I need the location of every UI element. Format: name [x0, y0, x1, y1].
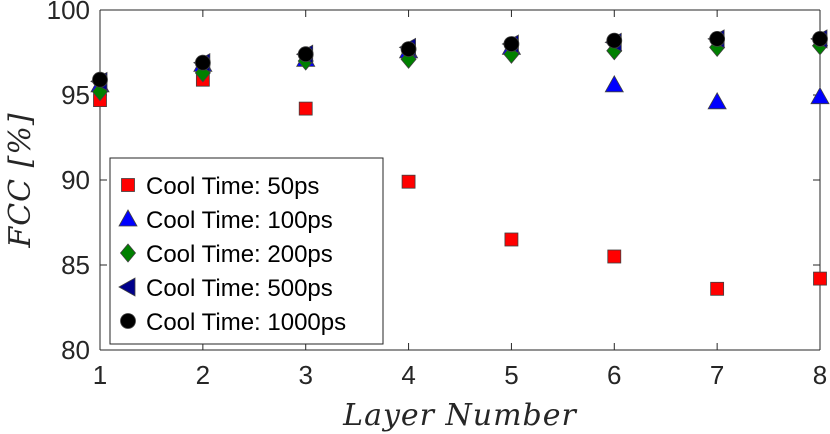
data-point	[194, 54, 211, 71]
plot-frame	[99, 9, 821, 351]
data-point	[92, 71, 108, 88]
x-tick-label: 1	[93, 360, 107, 390]
legend-label-1000ps: Cool Time: 1000ps	[146, 309, 346, 336]
legend-label-500ps: Cool Time: 500ps	[146, 275, 333, 302]
legend-label-100ps: Cool Time: 100ps	[146, 207, 333, 234]
data-point	[810, 86, 830, 105]
legend-label-200ps: Cool Time: 200ps	[146, 241, 333, 268]
legend-marker	[118, 209, 138, 227]
legend-box	[109, 157, 384, 345]
data-point	[298, 101, 313, 116]
data-point	[710, 281, 725, 296]
y-tick-label: 80	[61, 335, 90, 365]
data-point	[607, 249, 622, 264]
legend-marker	[119, 243, 137, 263]
y-tick-label: 85	[61, 250, 90, 280]
legend-label-50ps: Cool Time: 50ps	[146, 173, 319, 200]
x-tick-label: 5	[504, 360, 518, 390]
data-point	[813, 271, 827, 286]
x-tick-label: 2	[196, 360, 210, 390]
x-tick-label: 8	[813, 360, 827, 390]
y-axis-ticks: 80 85 90 95 100	[47, 0, 820, 365]
data-point	[812, 31, 828, 47]
data-point	[707, 91, 727, 110]
x-axis-ticks: 1 2 3 4 5 6 7 8	[93, 10, 827, 390]
y-tick-label: 90	[61, 165, 90, 195]
y-axis-title: FCC [%]	[3, 112, 38, 248]
x-tick-label: 4	[401, 360, 415, 390]
data-point	[709, 31, 726, 47]
series-4	[92, 31, 828, 88]
legend-markers	[118, 178, 138, 329]
data-point	[400, 41, 417, 57]
data-point	[297, 46, 314, 63]
x-axis-title: Layer Number	[342, 398, 577, 433]
legend-marker	[121, 178, 135, 192]
data-point	[401, 174, 416, 189]
legend-marker	[120, 313, 136, 329]
x-tick-label: 3	[298, 360, 312, 390]
data-point	[503, 36, 520, 52]
data-points	[90, 29, 830, 296]
data-point	[606, 32, 623, 49]
y-tick-label: 100	[47, 0, 90, 25]
x-tick-label: 7	[710, 360, 724, 390]
series-0	[93, 72, 827, 296]
x-tick-label: 6	[607, 360, 621, 390]
data-point	[504, 232, 519, 247]
legend: Cool Time: 50ps Cool Time: 100ps Cool Ti…	[109, 157, 384, 345]
legend-marker	[118, 277, 136, 297]
y-tick-label: 95	[61, 80, 90, 110]
data-point	[604, 74, 624, 93]
